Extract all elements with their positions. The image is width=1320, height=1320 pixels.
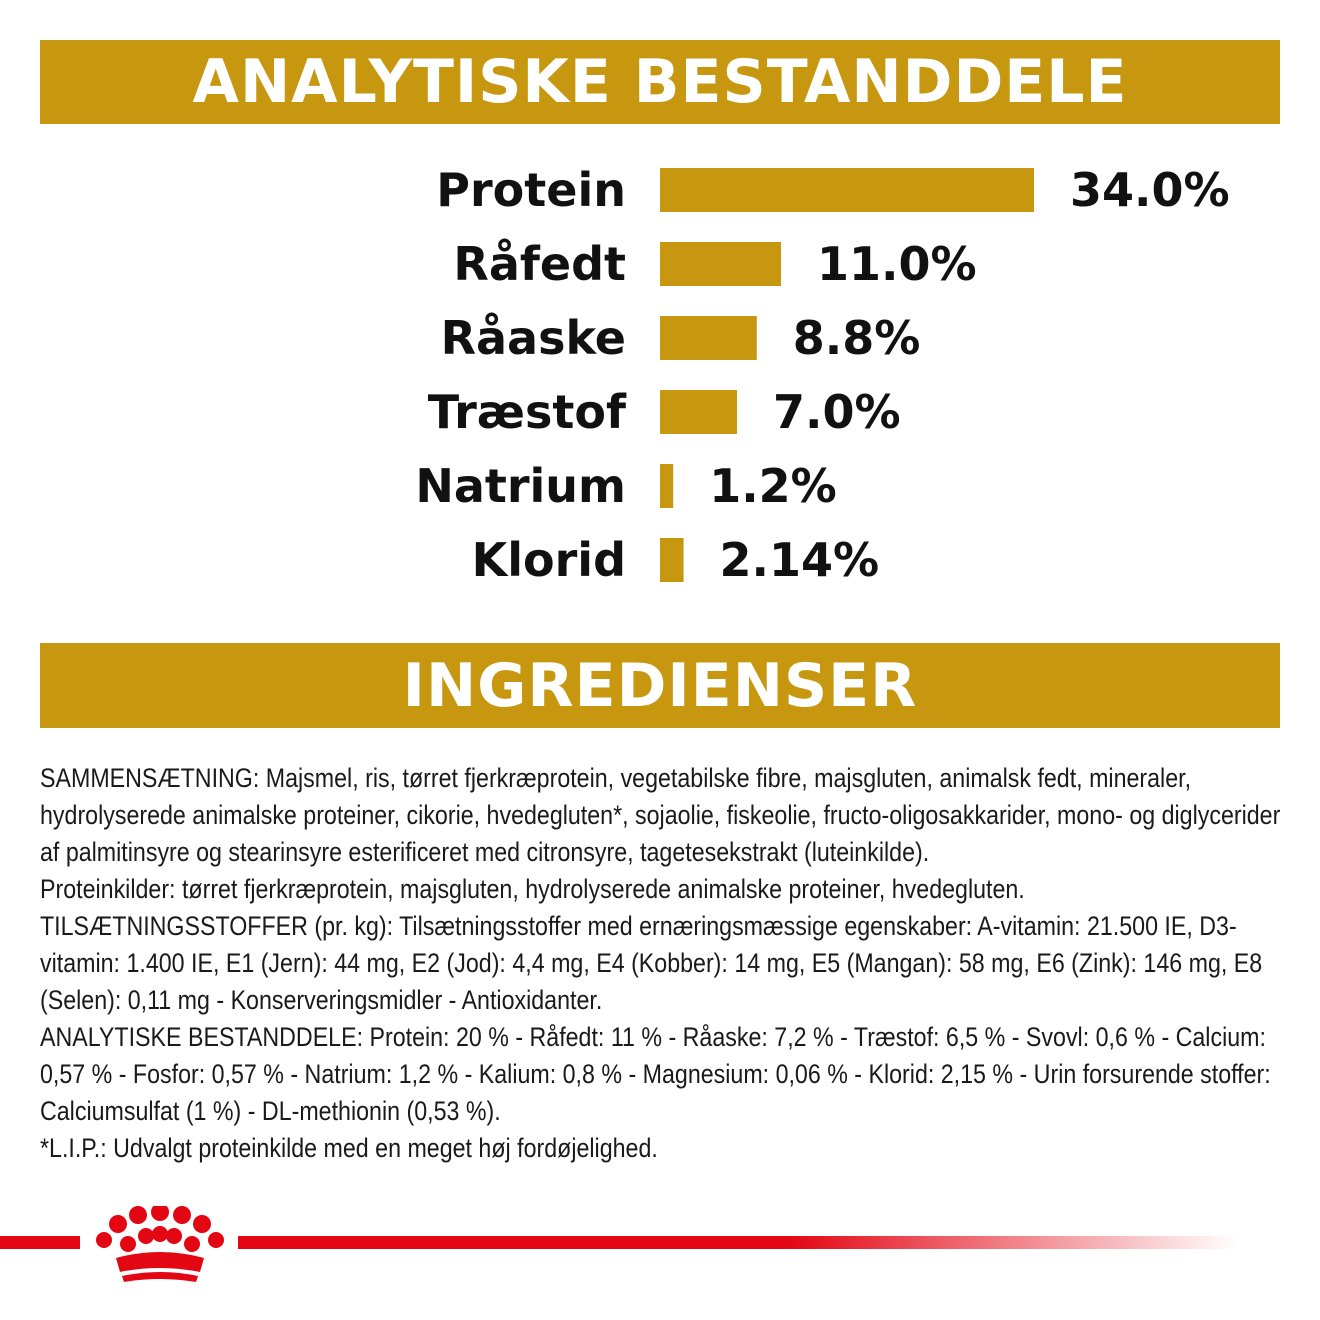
ingredients-paragraph-analytics: ANALYTISKE BESTANDDELE: Protein: 20 % - … <box>40 1022 1271 1126</box>
category-label: Protein <box>436 163 626 217</box>
ingredients-paragraph-protein-sources: Proteinkilder: tørret fjerkræprotein, ma… <box>40 874 1025 904</box>
value-label: 2.14% <box>720 533 880 587</box>
category-label: Råfedt <box>453 237 626 291</box>
bar <box>660 538 684 582</box>
brand-stripe-left <box>0 1236 80 1249</box>
brand-stripe-right <box>238 1236 1238 1249</box>
analytics-header: ANALYTISKE BESTANDDELE <box>40 40 1280 124</box>
bar <box>660 316 757 360</box>
value-label: 7.0% <box>773 385 901 439</box>
category-label: Råaske <box>441 311 626 365</box>
category-label: Træstof <box>428 385 627 439</box>
value-label: 8.8% <box>793 311 921 365</box>
ingredients-header: INGREDIENSER <box>40 643 1280 728</box>
bar <box>660 390 737 434</box>
royal-canin-crown-icon <box>96 1206 224 1282</box>
ingredients-paragraph-additives: TILSÆTNINGSSTOFFER (pr. kg): Tilsætnings… <box>40 911 1263 1015</box>
ingredients-paragraph-composition: SAMMENSÆTNING: Majsmel, ris, tørret fjer… <box>40 763 1281 867</box>
bar <box>660 464 674 508</box>
category-label: Natrium <box>415 459 626 513</box>
category-label: Klorid <box>472 533 626 587</box>
bar <box>660 168 1034 212</box>
value-label: 34.0% <box>1070 163 1230 217</box>
ingredients-text: SAMMENSÆTNING: Majsmel, ris, tørret fjer… <box>40 760 1287 1167</box>
bar <box>660 242 781 286</box>
nutrient-bar-chart: Protein 34.0% Råfedt 11.0% Råaske 8.8% Træstof… <box>415 163 1230 587</box>
value-label: 11.0% <box>817 237 977 291</box>
ingredients-paragraph-footnote: *L.I.P.: Udvalgt proteinkilde med en meg… <box>40 1133 658 1163</box>
value-label: 1.2% <box>709 459 837 513</box>
